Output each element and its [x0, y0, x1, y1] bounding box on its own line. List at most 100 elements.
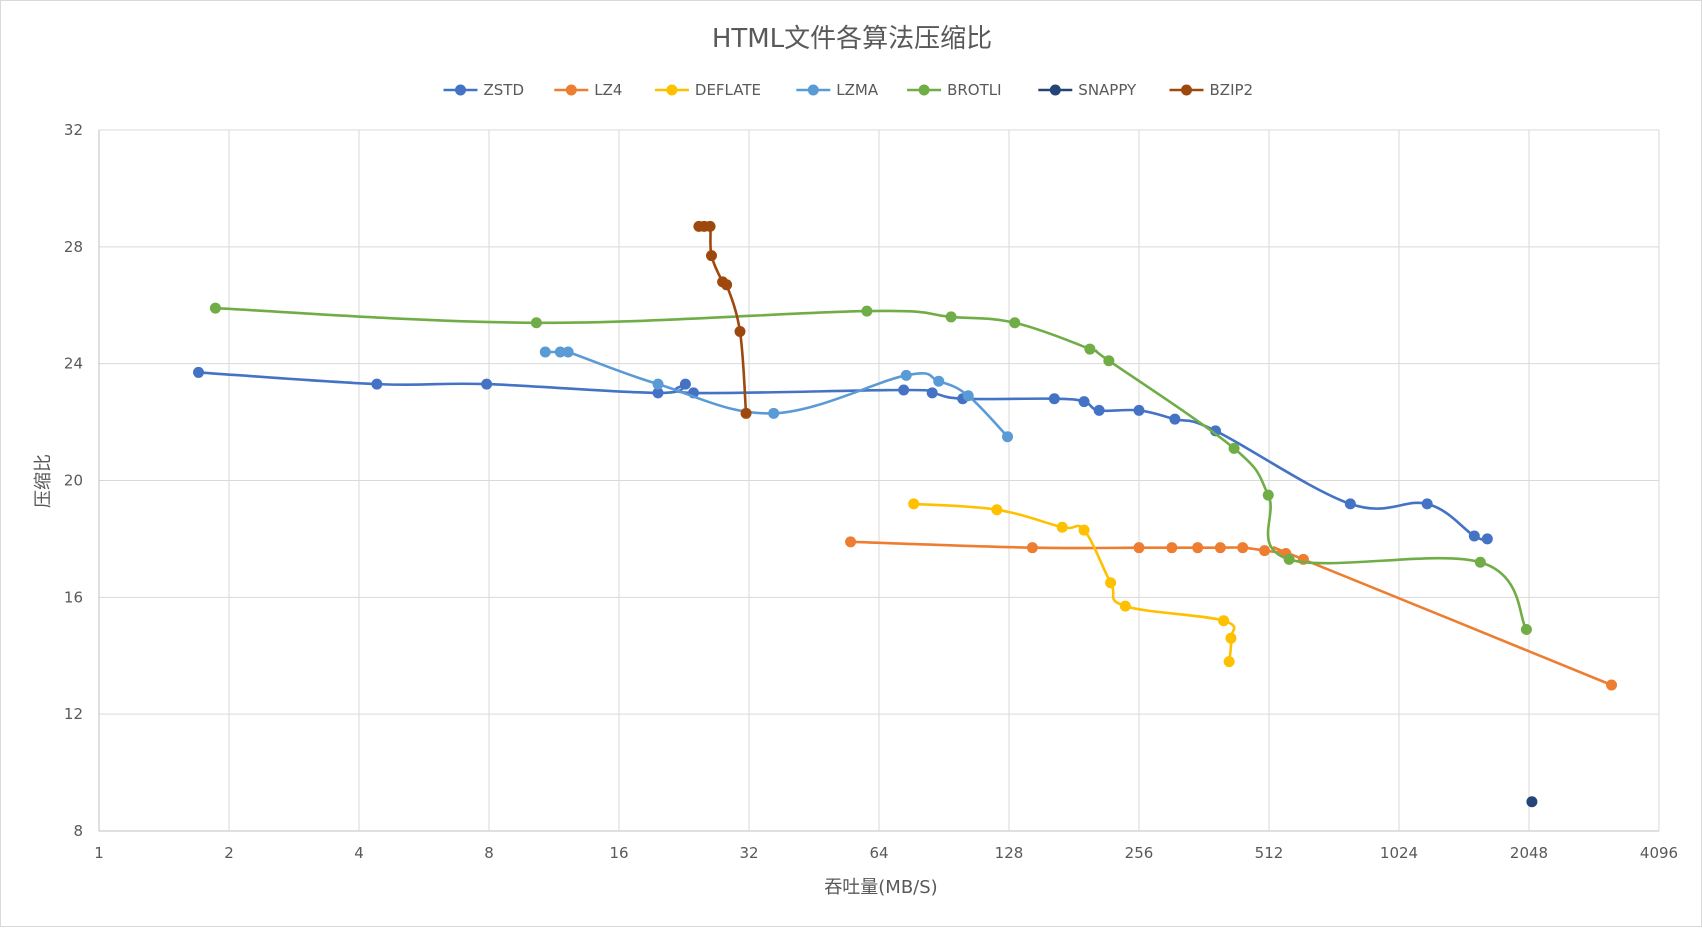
data-point-zstd [1344, 498, 1356, 510]
x-tick-label: 8 [484, 844, 494, 862]
x-tick-label: 1 [94, 844, 104, 862]
data-point-zstd [371, 378, 383, 390]
data-point-deflate [1225, 632, 1237, 644]
data-point-brotli [861, 305, 873, 317]
data-point-deflate [908, 498, 920, 510]
x-tick-label: 512 [1255, 844, 1284, 862]
legend-label: ZSTD [484, 81, 525, 99]
series-deflate [908, 498, 1237, 668]
y-tick-label: 12 [64, 705, 83, 723]
data-point-deflate [1119, 600, 1131, 612]
data-point-brotli [945, 311, 957, 323]
legend-dot-marker [918, 84, 930, 96]
data-point-zstd [1169, 413, 1181, 425]
legend-label: LZMA [836, 81, 879, 99]
data-point-deflate [1078, 524, 1090, 536]
data-point-zstd [1093, 404, 1105, 416]
data-point-lzma [554, 346, 566, 358]
y-tick-label: 24 [64, 355, 83, 373]
data-point-brotli [1474, 556, 1486, 568]
data-point-lzma [768, 407, 780, 419]
x-tick-label: 128 [995, 844, 1024, 862]
legend-item-brotli: BROTLI [907, 81, 1002, 99]
legend-label: LZ4 [594, 81, 622, 99]
series-line-brotli [214, 306, 1528, 631]
data-point-lz4 [1192, 542, 1204, 554]
y-tick-labels: 8 12 16 20 24 28 32 [64, 121, 83, 840]
legend-item-zstd: ZSTD [443, 81, 525, 99]
data-point-lzma [652, 378, 664, 390]
x-tick-label: 4 [354, 844, 364, 862]
data-point-lzma [562, 346, 574, 358]
y-tick-label: 8 [73, 822, 83, 840]
legend-item-snappy: SNAPPY [1038, 81, 1137, 99]
data-point-zstd [898, 384, 910, 396]
x-axis-title: 吞吐量(MB/S) [824, 877, 937, 898]
legend-dot-marker [807, 84, 819, 96]
legend-dot-marker [565, 84, 577, 96]
series-lzma [539, 346, 1014, 443]
x-tick-label: 256 [1125, 844, 1154, 862]
data-point-brotli [1228, 442, 1240, 454]
data-point-brotli [1262, 489, 1274, 501]
series-lz4 [845, 536, 1618, 691]
legend-item-deflate: DEFLATE [654, 81, 761, 99]
data-point-bzip2 [705, 250, 717, 262]
data-point-bzip2 [740, 407, 752, 419]
series-brotli [209, 302, 1532, 635]
legend-label: BZIP2 [1210, 81, 1254, 99]
data-point-lz4 [1606, 679, 1618, 691]
x-tick-label: 2048 [1510, 844, 1548, 862]
legend-item-bzip2: BZIP2 [1169, 81, 1254, 99]
data-point-deflate [991, 504, 1003, 516]
x-tick-label: 4096 [1640, 844, 1678, 862]
chart-title: HTML文件各算法压缩比 [712, 24, 992, 54]
data-point-lzma [933, 375, 945, 387]
x-tick-label: 32 [739, 844, 758, 862]
legend-dot-marker [1049, 84, 1061, 96]
data-point-lz4 [1259, 545, 1271, 557]
data-point-snappy [1526, 796, 1538, 808]
data-point-lzma [539, 346, 551, 358]
data-point-zstd [1048, 393, 1060, 405]
data-point-zstd [1481, 533, 1493, 545]
series-bzip2 [693, 220, 752, 419]
data-point-zstd [193, 366, 205, 378]
data-point-bzip2 [721, 279, 733, 291]
data-point-zstd [1078, 396, 1090, 408]
legend-dot-marker [666, 84, 678, 96]
series-snappy [1526, 796, 1538, 808]
y-axis-title: 压缩比 [33, 454, 54, 508]
legend-label: BROTLI [947, 81, 1001, 99]
data-point-lzma [1002, 431, 1014, 443]
y-tick-label: 32 [64, 121, 83, 139]
data-point-brotli [1009, 317, 1021, 329]
x-tick-labels: 1 2 4 8 16 32 64 128 256 512 1024 2048 4096 [94, 844, 1678, 862]
legend-label: DEFLATE [695, 81, 761, 99]
y-tick-label: 16 [64, 588, 83, 606]
x-tick-label: 16 [609, 844, 628, 862]
data-point-brotli [209, 302, 221, 314]
series-line-deflate [912, 502, 1236, 663]
data-point-lzma [962, 390, 974, 402]
legend-dot-marker [1181, 84, 1192, 96]
data-point-zstd [481, 378, 493, 390]
data-point-lz4 [1214, 542, 1226, 554]
data-point-bzip2 [704, 220, 716, 232]
series-zstd [193, 366, 1493, 545]
data-point-zstd [1133, 404, 1145, 416]
data-point-lz4 [845, 536, 857, 548]
data-point-deflate [1223, 656, 1235, 668]
data-point-zstd [1421, 498, 1433, 510]
legend-item-lzma: LZMA [796, 81, 879, 99]
gridlines [98, 129, 1660, 832]
data-point-brotli [1520, 623, 1532, 635]
data-point-zstd [679, 378, 691, 390]
x-tick-label: 1024 [1380, 844, 1418, 862]
data-point-deflate [1218, 615, 1230, 627]
data-point-lz4 [1026, 542, 1038, 554]
data-point-lz4 [1133, 542, 1145, 554]
data-point-lzma [900, 369, 912, 381]
data-point-brotli [530, 317, 542, 329]
